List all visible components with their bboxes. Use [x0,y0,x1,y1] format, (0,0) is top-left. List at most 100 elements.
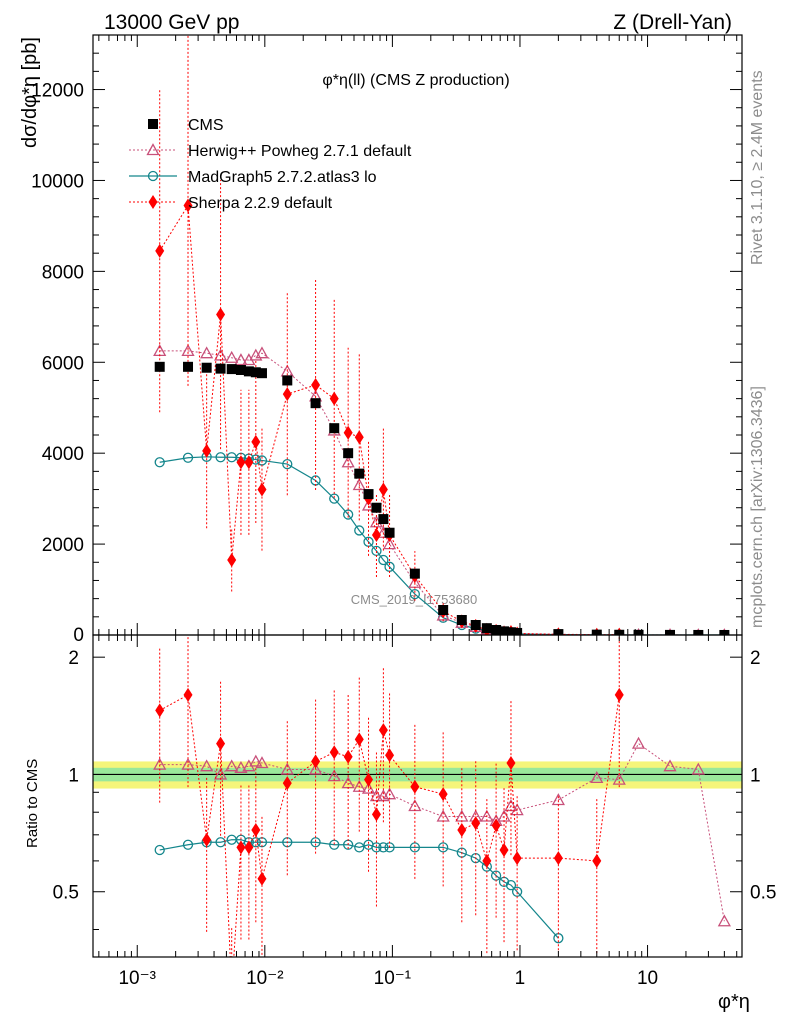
data-point [311,378,321,392]
data-point [717,914,731,927]
data-point [329,493,340,504]
data-point [311,754,321,769]
data-point [226,364,237,375]
data-point [471,816,481,831]
y-tick-label: 4000 [42,444,84,465]
data-point [225,759,239,772]
data-point [202,443,212,458]
data-point [371,528,381,542]
data-point [352,478,366,491]
data-point [251,434,261,449]
data-point [327,769,341,782]
data-point [631,736,646,749]
data-point [691,762,705,775]
y-tick-label: 12000 [31,81,84,102]
y-tick-label-left: 1 [68,765,79,786]
data-point [456,615,467,625]
data-point [512,627,523,635]
data-point [215,837,226,848]
series-sherpa [155,35,624,635]
header-process: Z (Drell-Yan) [613,11,732,34]
data-point [457,823,467,838]
data-point [251,823,261,838]
legend-label: MadGraph5 2.7.2.atlas3 lo [188,169,377,186]
data-point [592,853,602,868]
data-point [378,514,389,525]
data-point [510,803,524,816]
series-cms [154,361,730,635]
data-point [201,362,212,373]
data-point [410,779,420,794]
y-tick-label-right: 1 [750,765,761,786]
data-point [512,851,522,866]
data-point [438,605,449,615]
legend-entry: Sherpa 2.2.9 default [129,195,333,212]
data-point [215,452,226,463]
data-point [378,482,388,497]
plot-title: φ*η(ll) (CMS Z production) [322,72,509,89]
y-tick-label: 2000 [42,535,84,556]
data-point [364,772,374,787]
y-tick-label: 8000 [42,262,84,283]
x-tick-label: 10⁻¹ [374,968,412,989]
data-point [182,452,194,463]
data-point [155,703,165,718]
ratio-panel-data [153,635,731,997]
rivet-label: Rivet 3.1.10, ≥ 2.4M events [749,70,766,265]
data-point [255,346,269,359]
data-point [553,629,564,635]
data-point [378,554,389,566]
data-point [155,243,165,258]
data-point [200,759,214,772]
data-point [343,448,354,459]
data-point [470,620,481,630]
data-point [329,745,339,760]
legend-label: CMS [188,117,224,134]
data-point [354,732,364,747]
data-point [310,837,321,848]
data-point [243,366,254,377]
data-point [553,851,563,866]
data-point [363,489,374,500]
x-axis-tick-labels: 10⁻³ 10⁻² 10⁻¹ 1 10 [118,968,658,989]
data-point [225,350,239,363]
data-point [227,983,236,997]
data-point [590,771,604,784]
legend-marker [148,119,158,129]
data-point [256,368,267,379]
data-point [343,749,353,764]
data-point [234,353,248,366]
data-point [310,398,321,409]
data-point [384,527,395,538]
data-point [282,776,292,791]
data-point [255,756,269,769]
data-point [200,346,214,359]
data-point [378,842,389,853]
data-point [505,627,516,635]
data-point [183,361,194,372]
data-point [257,482,267,497]
data-point [329,391,339,406]
main-panel: 2000 4000 6000 8000 10000 12000 0 CMS_2019_I17… [31,34,743,646]
data-point [719,629,730,635]
data-point [361,781,376,794]
data-point [227,553,237,567]
data-point [236,455,246,470]
data-point [249,754,263,767]
data-point [505,879,517,891]
data-point [215,363,226,374]
ratio-panel-ticks: 0.5 0.5 1 1 2 2 [53,635,776,957]
data-point [614,687,624,702]
data-point [438,842,449,853]
ratio-panel: 0.5 0.5 1 1 2 2 [53,634,776,997]
data-point [371,842,382,853]
data-point [354,430,364,445]
y-tick-label: 6000 [42,353,84,374]
legend: CMS Herwig++ Powheg 2.7.1 default MadGraph… [129,117,412,212]
data-point [183,198,193,213]
legend-marker [148,195,158,209]
series-line [159,839,559,939]
data-point [482,853,492,868]
y-tick-label: 0 [73,625,84,646]
legend-entry: Herwig++ Powheg 2.7.1 default [129,143,412,160]
